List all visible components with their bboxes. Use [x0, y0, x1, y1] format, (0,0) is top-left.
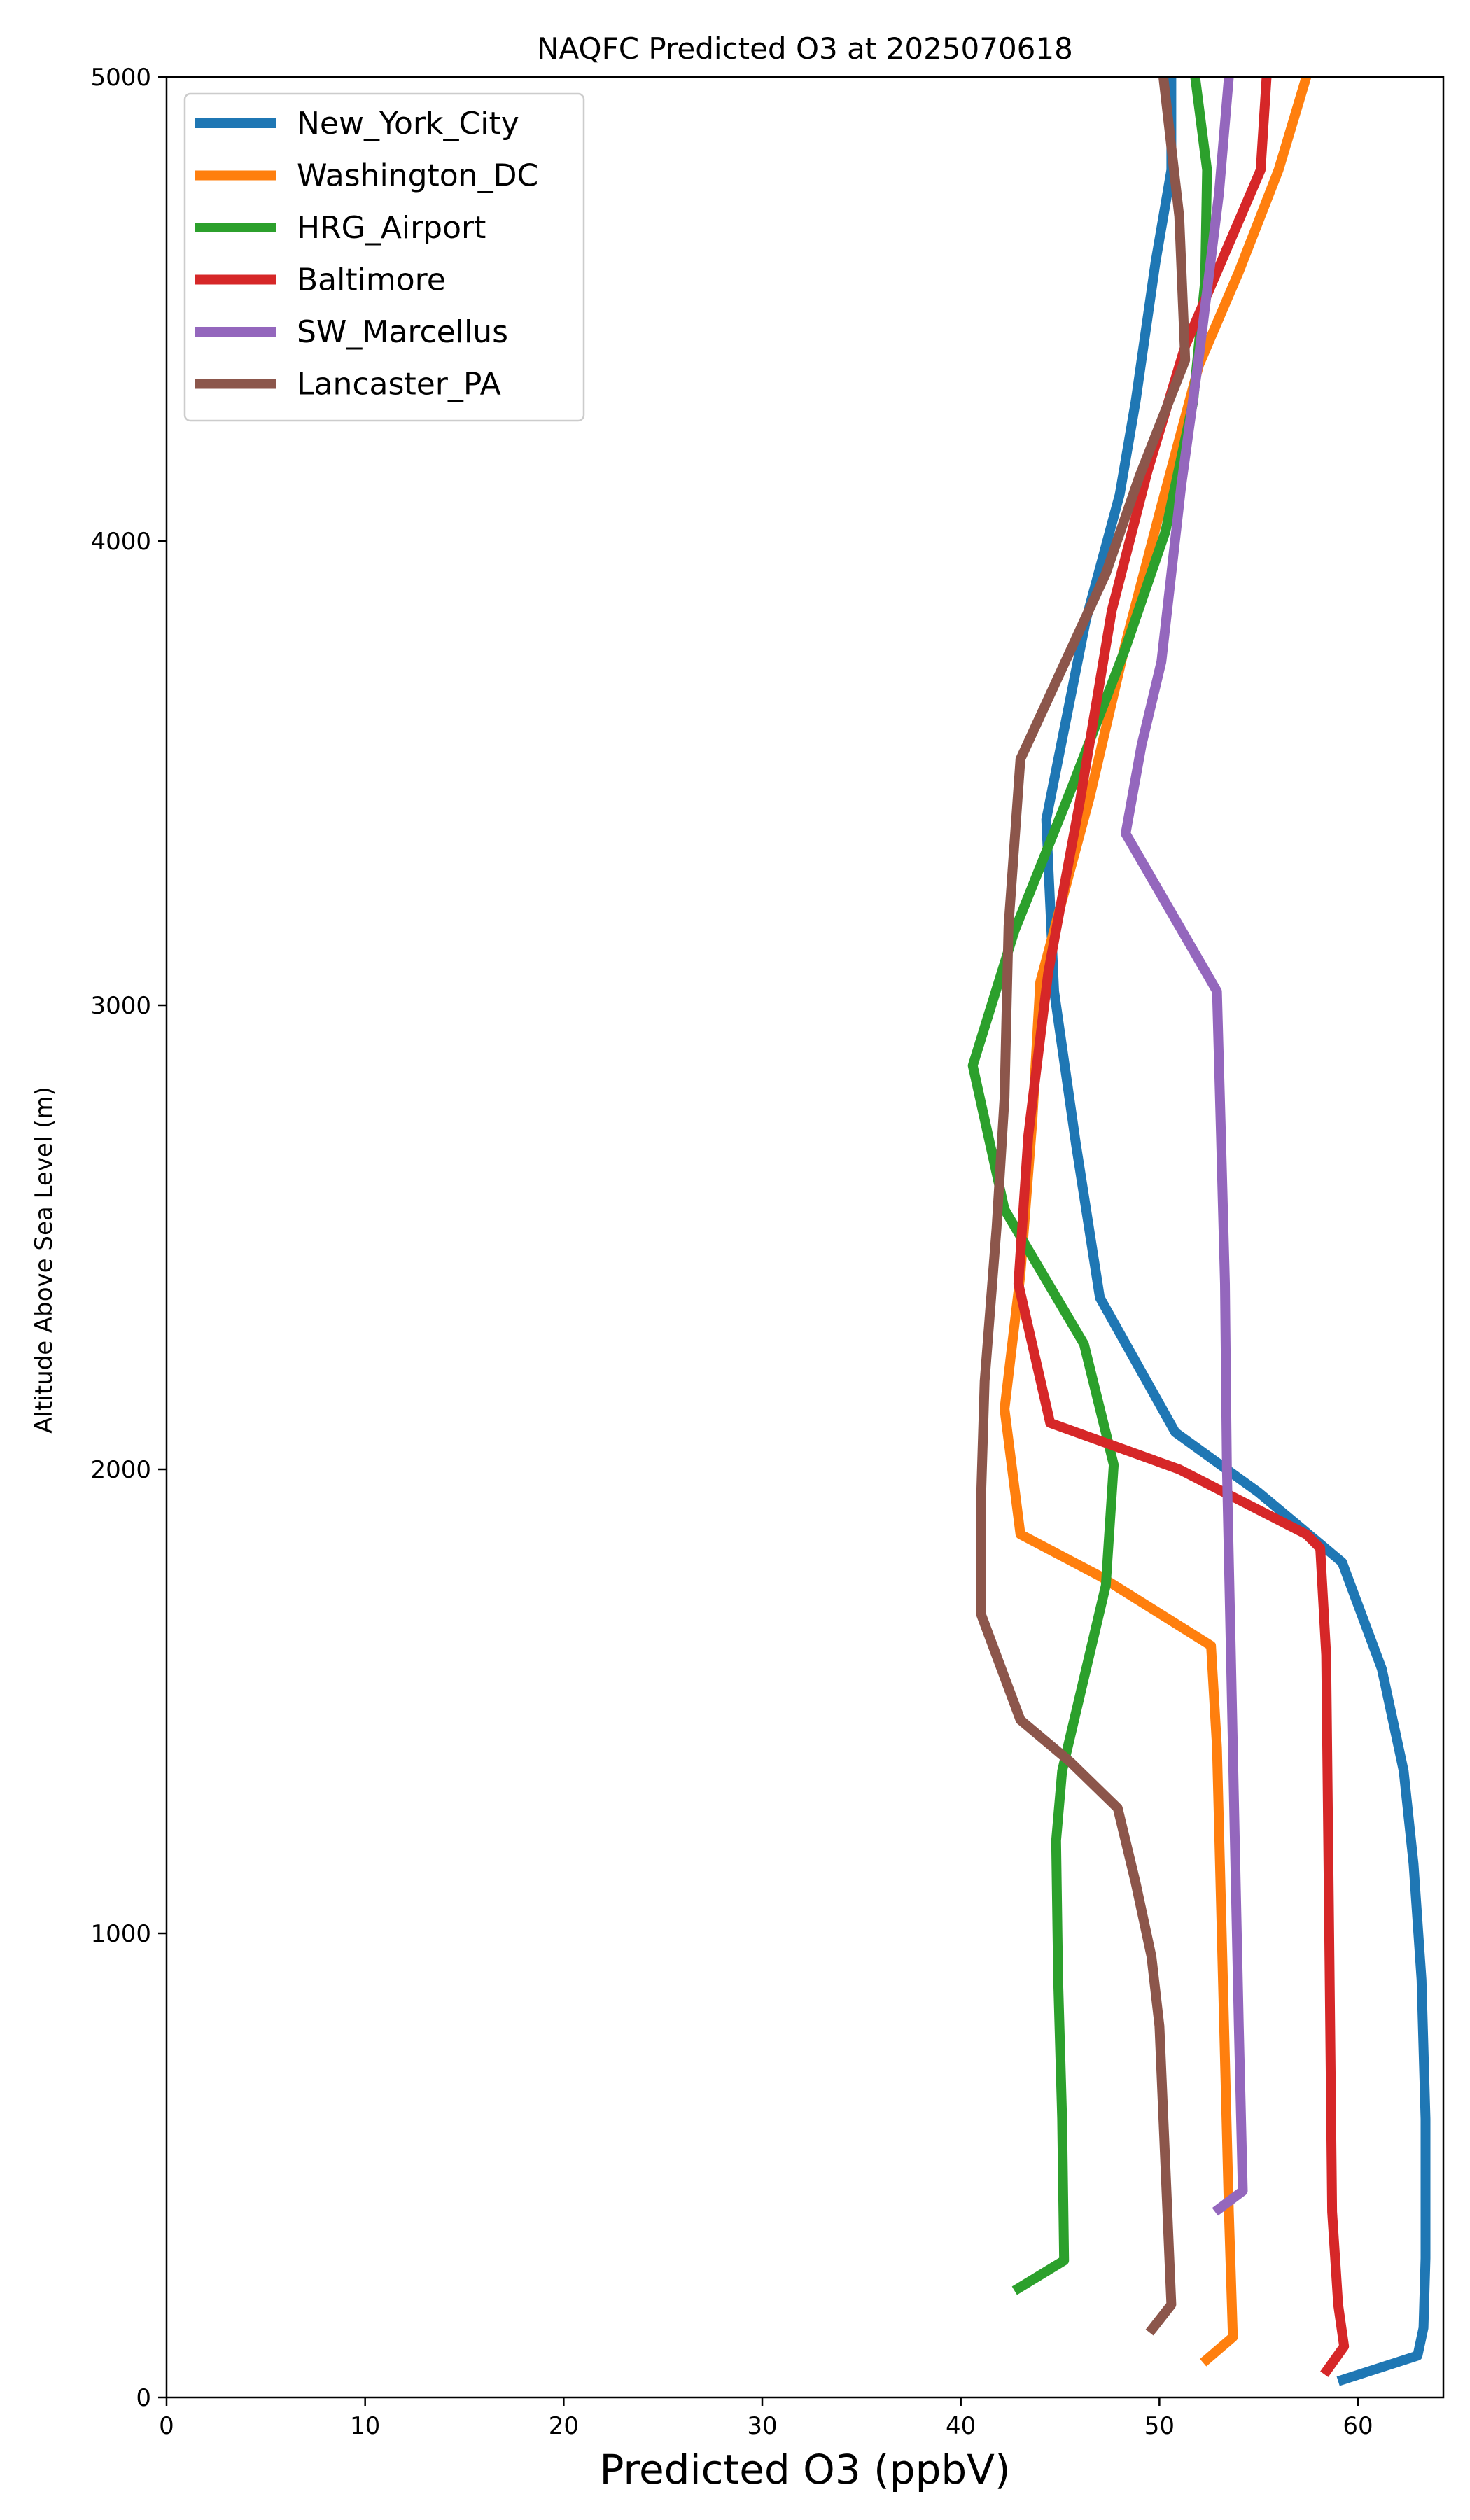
- y-tick-label: 3000: [90, 992, 151, 1020]
- y-tick-label: 5000: [90, 64, 151, 92]
- y-tick-label: 4000: [90, 528, 151, 556]
- x-tick-label: 40: [946, 2412, 976, 2440]
- legend-label: Lancaster_PA: [297, 367, 501, 402]
- x-tick-label: 60: [1343, 2412, 1373, 2440]
- legend-label: HRG_Airport: [297, 210, 486, 246]
- chart-title: NAQFC Predicted O3 at 2025070618: [537, 31, 1073, 66]
- y-axis: 0 1000 2000 3000 4000 5000: [90, 64, 167, 2412]
- x-tick-label: 50: [1144, 2412, 1175, 2440]
- legend-label: Baltimore: [297, 262, 446, 298]
- x-tick-label: 30: [747, 2412, 777, 2440]
- series-line-sw-marcellus: [1121, 76, 1248, 2216]
- series-layer: [967, 75, 1431, 2386]
- series-line-lancaster-pa: [976, 76, 1191, 2336]
- legend: New_York_City Washington_DC HRG_Airport Bal…: [183, 92, 585, 422]
- series-line-baltimore: [1013, 76, 1350, 2377]
- x-tick-label: 20: [549, 2412, 579, 2440]
- x-axis: 0 10 20 30 40 50 60: [159, 2398, 1373, 2440]
- plot-frame: [165, 76, 1445, 2399]
- legend-box: [183, 92, 585, 422]
- legend-label: New_York_City: [297, 106, 519, 141]
- x-tick-label: 0: [159, 2412, 174, 2440]
- legend-label: Washington_DC: [297, 158, 538, 194]
- y-tick-label: 2000: [90, 1456, 151, 1484]
- legend-label: SW_Marcellus: [297, 314, 508, 350]
- x-tick-label: 10: [350, 2412, 380, 2440]
- x-axis-label: Predicted O3 (ppbV): [599, 2446, 1010, 2493]
- y-tick-label: 0: [136, 2384, 151, 2412]
- y-axis-label: Altitude Above Sea Level (m): [30, 1086, 58, 1434]
- y-tick-label: 1000: [90, 1920, 151, 1948]
- series-line-new-york-city: [1041, 77, 1431, 2386]
